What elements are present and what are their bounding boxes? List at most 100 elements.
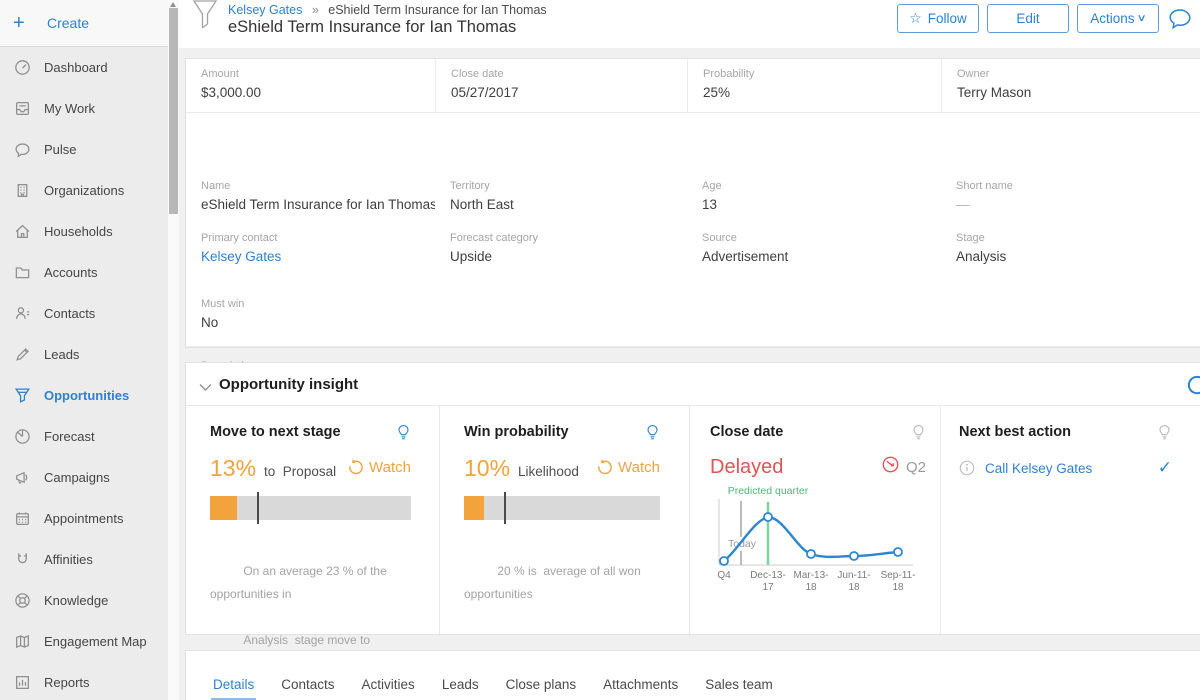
lightbulb-icon[interactable] <box>911 424 926 448</box>
field-forecast-category: Forecast category Upside <box>435 223 687 265</box>
field-label: Primary contact <box>201 232 278 244</box>
sidebar-item-organizations[interactable]: Organizations <box>0 170 168 211</box>
field-label: Territory <box>450 180 490 192</box>
tab-attachments[interactable]: Attachments <box>603 677 679 692</box>
average-marker <box>257 492 260 524</box>
field-territory: Territory North East <box>435 171 687 213</box>
complete-check-icon[interactable]: ✓ <box>1157 458 1172 477</box>
sidebar-item-label: Knowledge <box>44 593 109 608</box>
sidebar-item-pulse[interactable]: Pulse <box>0 129 168 170</box>
watch-label: Watch <box>618 459 660 476</box>
tab-details[interactable]: Details <box>211 677 257 700</box>
create-label: Create <box>47 15 90 31</box>
actions-button[interactable]: Actions ∨ <box>1077 4 1159 33</box>
tab-close-plans[interactable]: Close plans <box>505 677 577 692</box>
breadcrumb-current: eShield Term Insurance for Ian Thomas <box>328 3 547 17</box>
caption-line: 20 % is average of all won opportunities <box>464 564 645 601</box>
progress-fill <box>464 496 484 520</box>
fields-row-3: Primary contact Kelsey Gates Forecast ca… <box>186 223 1200 265</box>
move-to-next-stage-card: Move to next stage 13% to Proposal Watch <box>186 406 440 670</box>
field-must-win: Must win No <box>186 289 435 331</box>
leads-icon <box>16 348 29 361</box>
lightbulb-icon[interactable] <box>396 424 411 448</box>
info-icon[interactable] <box>959 460 975 476</box>
field-value: 25% <box>703 85 731 100</box>
edit-button[interactable]: Edit <box>987 4 1069 33</box>
next-best-action-link[interactable]: Call Kelsey Gates <box>985 460 1093 476</box>
sidebar-item-engagement-map[interactable]: Engagement Map <box>0 621 168 662</box>
sidebar-item-label: Affinities <box>44 552 93 567</box>
lightbulb-icon[interactable] <box>1157 424 1172 448</box>
x-tick: Sep-11- <box>881 570 916 581</box>
field-amount: Amount $3,000.00 <box>186 59 435 112</box>
sidebar-item-appointments[interactable]: Appointments <box>0 498 168 539</box>
scrollbar-thumb[interactable] <box>169 8 178 214</box>
watch-button[interactable]: Watch <box>596 459 660 476</box>
insight-cards: Move to next stage 13% to Proposal Watch <box>186 406 1200 670</box>
sidebar-item-leads[interactable]: Leads <box>0 334 168 375</box>
chevron-down-icon: ∨ <box>1137 13 1148 24</box>
sidebar-item-opportunities[interactable]: Opportunities <box>0 375 168 416</box>
win-probability-progress-bar <box>464 492 660 524</box>
follow-button[interactable]: ☆ Follow <box>897 4 979 33</box>
close-date-status: Delayed <box>710 455 784 478</box>
follow-label: Follow <box>927 11 967 26</box>
sidebar-item-affinities[interactable]: Affinities <box>0 539 168 580</box>
field-age: Age 13 <box>687 171 941 213</box>
close-date-card: Close date Delayed Q2 <box>690 406 941 634</box>
opportunities-icon <box>14 388 31 403</box>
sidebar-item-label: Organizations <box>44 183 125 198</box>
edit-label: Edit <box>1016 11 1040 26</box>
tab-leads[interactable]: Leads <box>441 677 479 692</box>
sidebar-item-contacts[interactable]: Contacts <box>0 293 168 334</box>
breadcrumb-link[interactable]: Kelsey Gates <box>228 3 303 17</box>
field-name: Name eShield Term Insurance for Ian Thom… <box>186 171 435 213</box>
sidebar-item-accounts[interactable]: Accounts <box>0 252 168 293</box>
x-tick: 17 <box>762 582 774 593</box>
sidebar-item-label: Accounts <box>44 265 98 280</box>
today-annotation: Today <box>728 538 757 550</box>
watch-button[interactable]: Watch <box>347 459 411 476</box>
sidebar-item-my-work[interactable]: My Work <box>0 88 168 129</box>
predicted-quarter-label: Q2 <box>905 458 926 476</box>
field-value: Upside <box>450 249 493 264</box>
watch-icon <box>598 459 612 475</box>
field-label: Name <box>201 180 231 192</box>
primary-contact-link[interactable]: Kelsey Gates <box>201 249 282 264</box>
x-tick: Q4 <box>717 570 731 581</box>
average-marker <box>504 492 507 524</box>
accounts-icon <box>15 267 30 279</box>
feed-chat-icon[interactable] <box>1168 8 1192 30</box>
collapse-chevron-icon[interactable] <box>199 379 212 397</box>
sidebar-item-label: Leads <box>44 347 80 362</box>
lightbulb-icon[interactable] <box>645 424 660 448</box>
tab-contacts[interactable]: Contacts <box>281 677 335 692</box>
breadcrumb: Kelsey Gates » eShield Term Insurance fo… <box>228 3 547 17</box>
close-date-trend-chart: Predicted quarter Today Q4 Dec-13- 17 Ma… <box>701 481 926 598</box>
sidebar-item-knowledge[interactable]: Knowledge <box>0 580 168 621</box>
sidebar-item-reports[interactable]: Reports <box>0 662 168 700</box>
win-probability-caption: 20 % is average of all won opportunities <box>464 537 660 629</box>
field-label: Forecast category <box>450 232 539 244</box>
star-icon: ☆ <box>909 10 922 26</box>
field-source: Source Advertisement <box>687 223 941 265</box>
field-value: 05/27/2017 <box>451 85 519 100</box>
field-label: Close date <box>451 68 504 80</box>
field-value: eShield Term Insurance for Ian Thomas <box>201 197 435 212</box>
sidebar-item-dashboard[interactable]: Dashboard <box>0 47 168 88</box>
refresh-icon[interactable] <box>1186 374 1200 401</box>
x-tick: 18 <box>805 582 817 593</box>
tab-activities[interactable]: Activities <box>361 677 415 692</box>
caption-line: On an average 23 % of the opportunities … <box>210 564 391 601</box>
sidebar-item-households[interactable]: Households <box>0 211 168 252</box>
sidebar-item-campaigns[interactable]: Campaigns <box>0 457 168 498</box>
field-value: North East <box>450 197 514 212</box>
watch-label: Watch <box>369 459 411 476</box>
sidebar-scrollbar[interactable] <box>168 0 179 700</box>
sidebar-item-forecast[interactable]: Forecast <box>0 416 168 457</box>
tab-sales-team[interactable]: Sales team <box>705 677 773 692</box>
opportunity-insight-panel: Opportunity insight Move to next stage 1… <box>185 362 1200 670</box>
field-value: — <box>956 197 970 212</box>
create-button[interactable]: + Create <box>0 0 168 47</box>
scroll-up-icon[interactable] <box>170 2 176 7</box>
